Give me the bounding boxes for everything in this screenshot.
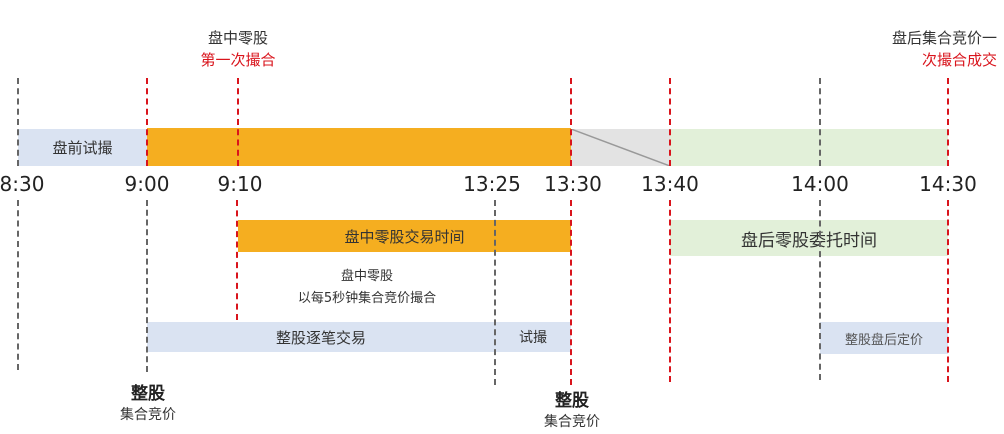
line-0910-top (237, 78, 239, 166)
intraday-odd-lot-bar: 盘中零股交易时间 (238, 220, 571, 252)
close-auction-sub: 集合竞价 (544, 414, 600, 430)
time-label: 13:40 (641, 172, 699, 196)
transition-bar (571, 129, 670, 166)
board-lot-trading-label: 整股逐笔交易 (275, 328, 366, 347)
line-0830-bottom (17, 200, 19, 370)
time-label: 8:30 (0, 172, 45, 196)
open-auction-title: 整股 (131, 384, 165, 404)
odd-lot-note-1: 盘中零股 (340, 269, 394, 284)
intraday-odd-lot-label: 盘中零股交易时间 (344, 227, 465, 246)
line-0900-bottom (146, 200, 148, 372)
after-auction-sub: 次撮合成交 (921, 51, 997, 69)
intraday-first-match-sub: 第一次撮合 (200, 51, 276, 69)
time-label: 14:30 (919, 172, 977, 196)
line-1400-bottom (819, 200, 821, 380)
line-0910-bottom (236, 200, 238, 320)
pre-market-bar: 盘前试撮 (18, 129, 147, 166)
time-label: 13:25 (463, 172, 521, 196)
time-label: 9:00 (124, 172, 170, 196)
line-1340-bottom (669, 200, 671, 382)
line-1430-bottom (947, 200, 949, 382)
line-1340-top (669, 78, 671, 166)
line-1325-bottom (494, 200, 496, 385)
intraday-bar (147, 128, 571, 166)
trial-match-label: 试撮 (519, 330, 547, 346)
open-auction-sub: 集合竞价 (120, 407, 176, 423)
odd-lot-note-2: 以每5秒钟集合竞价撮合 (297, 291, 437, 306)
after-odd-lot-label: 盘后零股委托时间 (741, 230, 877, 251)
after-fixed-price-label: 整股盘后定价 (844, 332, 923, 348)
line-1330-top (570, 78, 572, 166)
pre-market-label: 盘前试撮 (52, 139, 113, 157)
trial-match-bar: 试撮 (495, 322, 571, 352)
line-1330-bottom (570, 200, 572, 385)
close-auction-title: 整股 (555, 391, 589, 411)
board-lot-trading-bar: 整股逐笔交易 (147, 322, 495, 352)
after-odd-lot-bar: 盘后零股委托时间 (670, 220, 948, 256)
after-auction-title: 盘后集合竞价一 (891, 29, 997, 47)
line-1430-top (947, 78, 949, 166)
line-0830-top (17, 78, 19, 166)
after-fixed-price-bar: 整股盘后定价 (820, 322, 948, 354)
after-market-bar (670, 129, 948, 166)
line-1400-top (819, 78, 821, 166)
intraday-first-match-title: 盘中零股 (207, 29, 269, 47)
time-label: 13:30 (544, 172, 602, 196)
time-label: 9:10 (217, 172, 263, 196)
line-0900-top (146, 78, 148, 166)
time-label: 14:00 (791, 172, 849, 196)
